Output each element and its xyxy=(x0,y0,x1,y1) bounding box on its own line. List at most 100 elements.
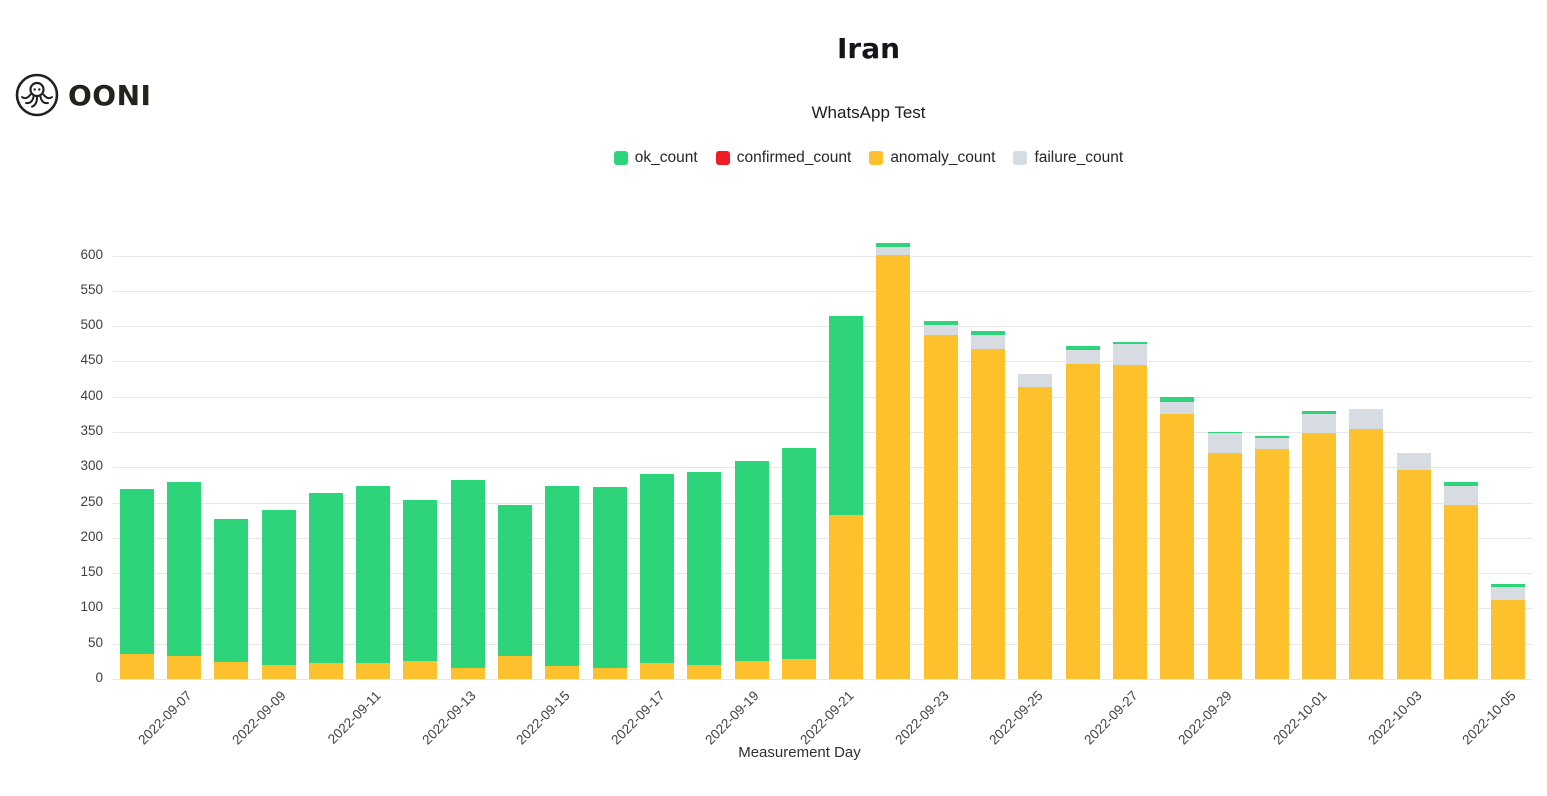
bar-2022-09-08[interactable] xyxy=(214,518,249,679)
bar-2022-09-13[interactable] xyxy=(450,480,485,679)
gridline xyxy=(113,537,1532,539)
bar-2022-09-30[interactable] xyxy=(1254,435,1289,679)
x-axis-tick-label: 2022-09-09 xyxy=(229,688,290,748)
y-axis-tick-label: 0 xyxy=(95,670,103,685)
bar-2022-09-16[interactable] xyxy=(592,487,627,679)
x-axis-tick-label: 2022-09-25 xyxy=(986,688,1046,748)
bar-segment-ok_count xyxy=(971,331,1006,336)
bar-2022-09-28[interactable] xyxy=(1160,396,1195,679)
bar-segment-ok_count xyxy=(214,518,249,663)
bar-segment-ok_count xyxy=(1112,341,1147,344)
gridline xyxy=(113,255,1532,257)
bar-segment-anomaly_count xyxy=(592,668,627,679)
bar-segment-failure_count xyxy=(971,335,1006,350)
gridline xyxy=(113,502,1532,504)
bar-segment-anomaly_count xyxy=(1396,470,1431,679)
bar-2022-09-17[interactable] xyxy=(639,473,674,679)
legend-item-ok-count[interactable]: ok_count xyxy=(613,149,698,167)
y-axis-tick-label: 300 xyxy=(80,458,103,474)
bar-segment-ok_count xyxy=(119,489,154,655)
bar-2022-10-01[interactable] xyxy=(1302,410,1337,679)
bar-segment-anomaly_count xyxy=(356,663,391,679)
gridline xyxy=(113,573,1532,575)
gridline xyxy=(113,432,1532,434)
bar-2022-10-04[interactable] xyxy=(1444,482,1479,679)
legend-item-failure-count[interactable]: failure_count xyxy=(1013,149,1123,167)
bar-segment-anomaly_count xyxy=(639,662,674,679)
bar-2022-09-20[interactable] xyxy=(781,447,816,679)
bar-segment-anomaly_count xyxy=(1254,448,1289,679)
bar-2022-09-14[interactable] xyxy=(498,505,533,679)
y-axis-tick-label: 500 xyxy=(80,317,103,333)
bar-segment-anomaly_count xyxy=(214,662,249,679)
bar-2022-10-05[interactable] xyxy=(1491,583,1526,679)
bar-segment-ok_count xyxy=(450,480,485,669)
legend-swatch-confirmed-count xyxy=(715,151,730,165)
bar-segment-failure_count xyxy=(1302,414,1337,434)
bar-segment-ok_count xyxy=(923,320,958,325)
legend-item-anomaly-count[interactable]: anomaly_count xyxy=(869,149,995,167)
x-axis-tick-label: 2022-09-21 xyxy=(797,688,857,748)
gridline xyxy=(113,643,1532,645)
bar-2022-09-09[interactable] xyxy=(261,510,296,679)
bar-segment-ok_count xyxy=(829,316,864,515)
bar-2022-09-07[interactable] xyxy=(166,482,201,679)
stacked-bar-chart-plot-area: 0 50 100 150 200 250 300 350 400 450 500 550 600 2022… xyxy=(80,226,1532,747)
y-axis-tick-label: 250 xyxy=(80,493,103,509)
bar-2022-09-12[interactable] xyxy=(403,499,438,679)
x-axis-tick-label: 2022-09-13 xyxy=(418,688,479,748)
bar-2022-10-02[interactable] xyxy=(1349,408,1384,679)
y-axis-tick-label: 400 xyxy=(80,387,103,403)
bar-2022-09-25[interactable] xyxy=(1018,374,1053,679)
bar-segment-ok_count xyxy=(356,486,391,664)
bar-segment-anomaly_count xyxy=(923,334,958,679)
bar-segment-anomaly_count xyxy=(1491,599,1526,679)
bar-segment-failure_count xyxy=(923,324,958,335)
gridline xyxy=(113,679,1532,680)
x-axis-tick-label: 2022-09-11 xyxy=(325,688,384,747)
bar-segment-anomaly_count xyxy=(450,668,485,679)
bar-segment-anomaly_count xyxy=(308,662,343,679)
bar-2022-09-22[interactable] xyxy=(876,242,911,679)
bar-2022-09-11[interactable] xyxy=(356,486,391,679)
bar-2022-09-18[interactable] xyxy=(687,472,722,679)
ooni-octopus-icon xyxy=(15,73,59,117)
y-axis-tick-label: 100 xyxy=(80,599,103,615)
ooni-logo[interactable]: OONI xyxy=(14,72,151,118)
bar-2022-09-15[interactable] xyxy=(545,486,580,679)
bar-segment-failure_count xyxy=(1018,374,1053,387)
x-axis-tick-label: 2022-09-27 xyxy=(1081,688,1141,748)
x-axis-tick-label: 2022-10-03 xyxy=(1364,688,1425,748)
bar-2022-09-10[interactable] xyxy=(308,492,343,679)
bar-segment-ok_count xyxy=(308,492,343,663)
bar-2022-09-06[interactable] xyxy=(119,489,154,679)
x-axis-tick-label: 2022-10-01 xyxy=(1270,688,1330,748)
bar-segment-ok_count xyxy=(261,510,296,665)
bar-segment-anomaly_count xyxy=(687,664,722,679)
bar-segment-anomaly_count xyxy=(1160,413,1195,679)
bar-segment-ok_count xyxy=(1491,583,1526,587)
bar-2022-10-03[interactable] xyxy=(1396,452,1431,679)
y-axis-tick-label: 450 xyxy=(80,352,103,368)
bar-segment-anomaly_count xyxy=(545,666,580,679)
bar-segment-anomaly_count xyxy=(166,655,201,679)
legend-swatch-anomaly-count xyxy=(869,151,884,165)
bar-2022-09-24[interactable] xyxy=(971,331,1006,679)
bar-segment-ok_count xyxy=(1207,432,1242,434)
legend-item-confirmed-count[interactable]: confirmed_count xyxy=(715,149,852,167)
bar-2022-09-26[interactable] xyxy=(1065,345,1100,679)
bar-segment-failure_count xyxy=(1349,408,1384,430)
bar-2022-09-27[interactable] xyxy=(1112,341,1147,679)
bar-segment-failure_count xyxy=(1112,343,1147,366)
bar-2022-09-23[interactable] xyxy=(923,320,958,679)
bar-segment-ok_count xyxy=(1444,482,1479,486)
bar-2022-09-29[interactable] xyxy=(1207,432,1242,679)
bar-segment-failure_count xyxy=(1491,586,1526,600)
chart-legend: ok_count confirmed_count anomaly_count f… xyxy=(190,149,1547,167)
legend-swatch-ok-count xyxy=(613,151,628,165)
x-axis-tick-label: 2022-09-07 xyxy=(135,688,195,748)
legend-label-confirmed-count: confirmed_count xyxy=(736,149,852,166)
bar-2022-09-21[interactable] xyxy=(829,316,864,679)
gridline xyxy=(113,608,1532,610)
bar-2022-09-19[interactable] xyxy=(734,460,769,679)
